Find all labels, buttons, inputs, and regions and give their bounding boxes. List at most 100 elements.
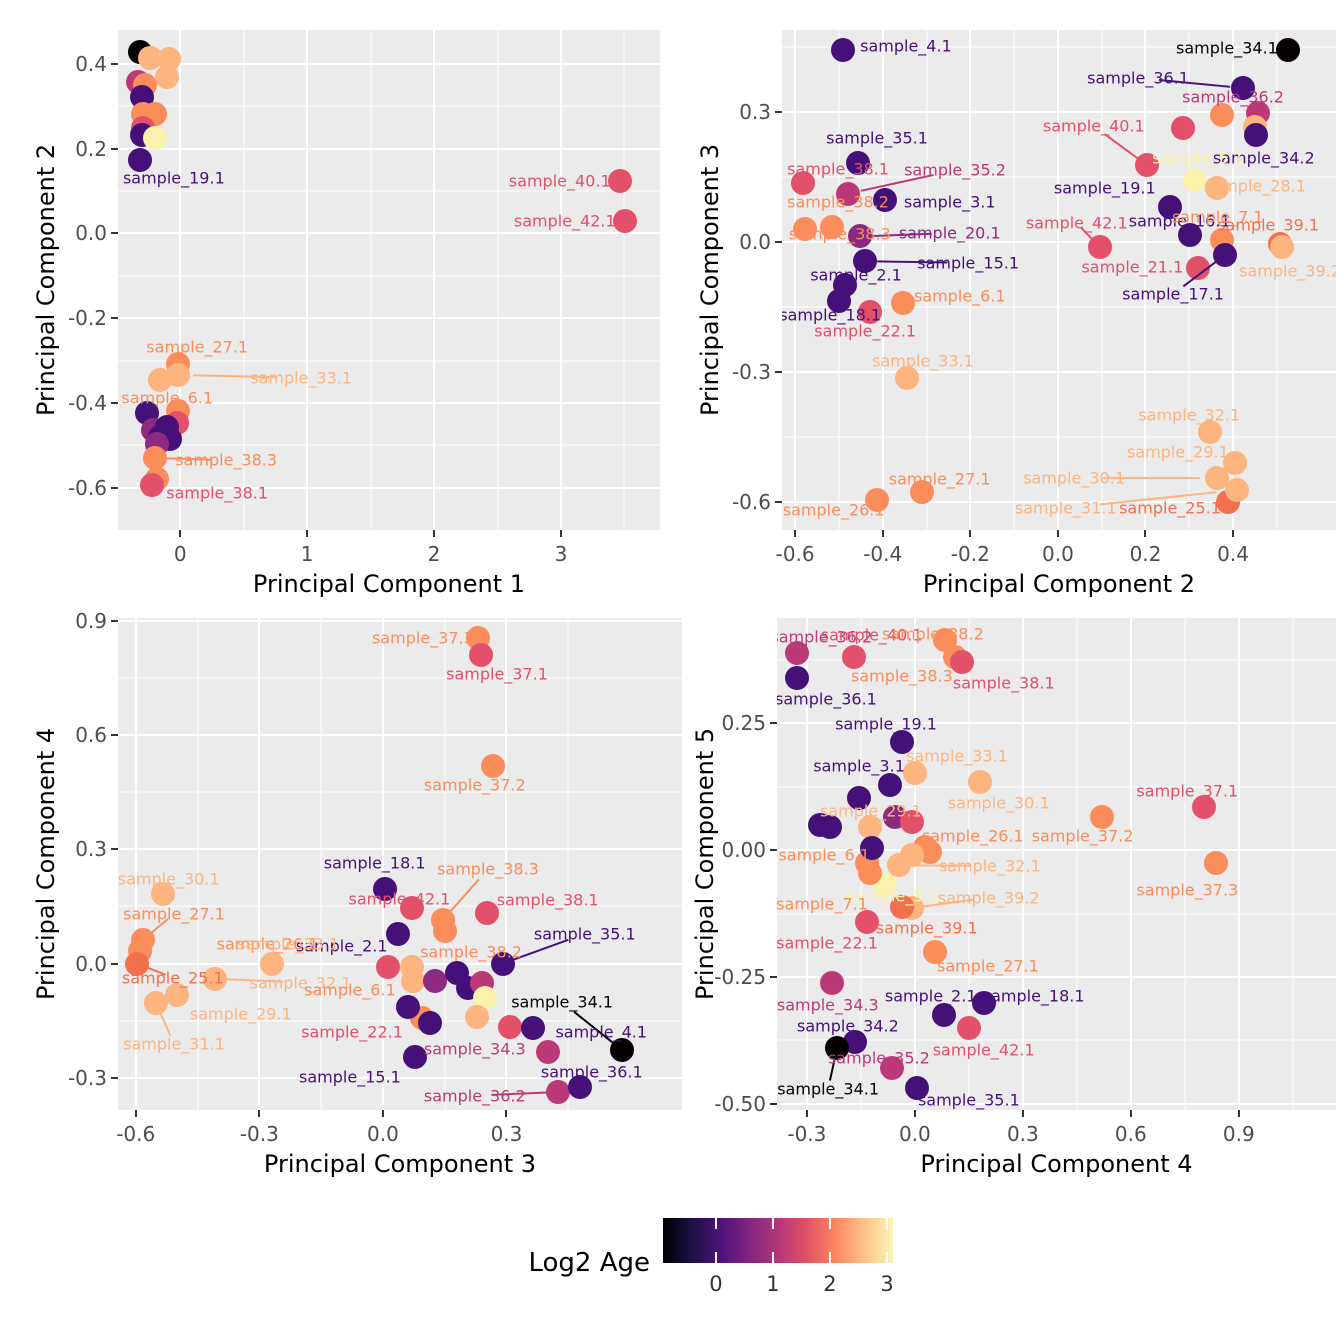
point-sample_38.1 xyxy=(949,650,974,675)
x-tick-mark xyxy=(913,1110,916,1117)
label-sample_36.1: sample_36.1 xyxy=(540,1062,643,1082)
colorbar-tick-label: 2 xyxy=(823,1272,837,1296)
label-sample_40.1: sample_40.1 xyxy=(1042,116,1145,136)
y-tick-label: 0.3 xyxy=(739,100,771,125)
point-sample_27.1 xyxy=(910,479,935,504)
label-sample_30.1: sample_30.1 xyxy=(1023,468,1125,488)
y-tick-mark xyxy=(775,241,782,244)
minor-gridline-y xyxy=(118,1020,682,1022)
minor-gridline-x xyxy=(444,618,446,1110)
y-axis-title: Principal Component 4 xyxy=(32,727,60,1001)
major-gridline-x xyxy=(433,30,436,530)
minor-gridline-x xyxy=(1184,618,1186,1110)
point-sample_4.1 xyxy=(831,38,856,63)
minor-gridline-y xyxy=(118,360,660,361)
label-sample_34.2: sample_34.2 xyxy=(797,1016,899,1036)
label-sample_26.1: sample_26.1 xyxy=(782,500,885,520)
minor-gridline-x xyxy=(1101,30,1103,530)
major-gridline-y xyxy=(782,111,1336,114)
label-sample_39.1: sample_39.1 xyxy=(875,918,978,938)
x-tick-label: 0.0 xyxy=(1041,542,1074,566)
x-tick-label: 0.2 xyxy=(1129,542,1162,566)
label-sample_39.2: sample_39.2 xyxy=(1239,261,1336,281)
major-gridline-y xyxy=(777,849,1336,852)
label-sample_38.2: sample_38.2 xyxy=(881,624,984,644)
y-tick-mark xyxy=(770,975,777,978)
point-sample_5.1 xyxy=(1182,168,1207,193)
x-tick-mark xyxy=(179,530,182,537)
leader-lines-layer xyxy=(782,30,1336,530)
label-sample_36.1: sample_36.1 xyxy=(777,689,877,709)
label-sample_35.1: sample_35.1 xyxy=(533,924,636,944)
point-sample_42.1 xyxy=(612,209,637,234)
point-sample_36.2 xyxy=(545,1080,570,1105)
y-tick-mark xyxy=(111,317,118,320)
panel-pc4-vs-pc5: Principal Component 5 sample_36.2 sample_… xyxy=(691,618,1336,1178)
point-sample_37.3 xyxy=(1204,851,1229,876)
plot-area: sample_4.1 sample_34.1 sample_36.1 sample_3… xyxy=(782,30,1336,530)
data-point xyxy=(817,815,842,840)
y-tick-label: 0.2 xyxy=(75,136,107,161)
data-point xyxy=(422,969,447,994)
x-tick-label: 0.0 xyxy=(898,1122,931,1146)
y-axis-title: Principal Component 2 xyxy=(32,143,60,417)
x-tick-label: 0.3 xyxy=(1006,1122,1039,1146)
y-tick-label: -0.6 xyxy=(731,489,771,514)
leader-lines-layer xyxy=(118,618,682,1110)
label-sample_34.1: sample_34.1 xyxy=(777,1079,880,1099)
colorbar: 0 1 2 3 xyxy=(663,1218,894,1296)
y-tick-label: 0.4 xyxy=(75,51,107,76)
minor-gridline-x xyxy=(320,618,322,1110)
label-sample_37.1: sample_37.1 xyxy=(446,664,548,684)
label-sample_42.1: sample_42.1 xyxy=(1025,213,1128,233)
label-sample_32.1: sample_32.1 xyxy=(938,856,1041,876)
x-tick-label: 2 xyxy=(427,542,441,566)
label-sample_17.1: sample_17.1 xyxy=(1122,284,1224,304)
y-tick-mark xyxy=(111,232,118,235)
y-tick-mark xyxy=(111,62,118,65)
data-point xyxy=(847,786,872,811)
panel-pc1-vs-pc2: Principal Component 2 sample_19.1 sample_… xyxy=(32,30,660,598)
label-sample_33.1: sample_33.1 xyxy=(906,746,1008,766)
point-sample_30.1 xyxy=(967,770,992,794)
label-sample_38.1: sample_38.1 xyxy=(952,673,1055,693)
label-sample_37.3: sample_37.3 xyxy=(371,628,474,648)
minor-gridline-x xyxy=(968,618,970,1110)
minor-gridline-y xyxy=(118,677,682,679)
point-sample_35.1 xyxy=(845,150,870,175)
point-sample_19.1 xyxy=(889,729,914,754)
label-sample_27.1: sample_27.1 xyxy=(888,469,991,489)
data-point xyxy=(1209,103,1234,128)
plot-area: sample_36.2 sample_40.1 sample_38.2 sample_… xyxy=(777,618,1336,1110)
label-sample_37.1: sample_37.1 xyxy=(1136,781,1239,801)
point-sample_36.2 xyxy=(785,641,810,666)
minor-gridline-y xyxy=(118,105,660,107)
y-tick-label: 0.6 xyxy=(75,723,107,748)
minor-gridline-x xyxy=(926,30,928,530)
y-tick-label: -0.2 xyxy=(67,306,107,331)
label-sample_35.2: sample_35.2 xyxy=(904,160,1006,180)
y-tick-mark xyxy=(111,620,118,623)
minor-gridline-y xyxy=(118,190,660,192)
data-point xyxy=(899,810,924,835)
major-gridline-y xyxy=(118,401,660,404)
point-sample_37.2 xyxy=(480,753,505,778)
colorbar-tick-label: 3 xyxy=(880,1272,894,1296)
label-sample_33.1: sample_33.1 xyxy=(237,934,340,954)
point-sample_37.1 xyxy=(468,643,493,668)
point-sample_33.1 xyxy=(902,760,927,785)
x-tick-label: -0.3 xyxy=(239,1122,279,1146)
minor-gridline-y xyxy=(777,1039,1336,1041)
label-sample_39.2: sample_39.2 xyxy=(937,888,1040,908)
colorbar-tick-label: 0 xyxy=(709,1272,723,1296)
point-sample_16.1 xyxy=(1177,223,1202,248)
point-sample_34.3 xyxy=(820,971,845,996)
label-sample_34.1: sample_34.1 xyxy=(1176,38,1278,58)
major-gridline-y xyxy=(118,1076,682,1079)
label-sample_30.1: sample_30.1 xyxy=(118,869,220,889)
colorbar-tick-mark xyxy=(886,1218,889,1229)
panel-pc2-vs-pc3: Principal Component 3 sample_4.1 sample_3… xyxy=(696,30,1336,598)
label-sample_30.1: sample_30.1 xyxy=(947,793,1050,813)
point-sample_32.1 xyxy=(202,966,227,991)
minor-gridline-y xyxy=(118,444,660,446)
